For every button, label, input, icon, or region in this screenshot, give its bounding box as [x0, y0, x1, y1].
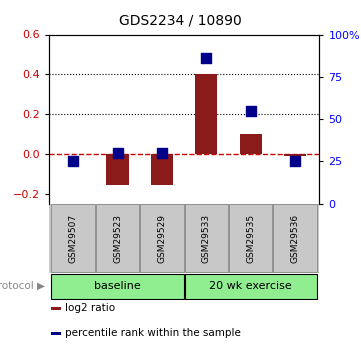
- Text: GSM29535: GSM29535: [246, 214, 255, 263]
- FancyBboxPatch shape: [273, 204, 317, 272]
- Bar: [284, 154, 306, 156]
- Point: [115, 150, 121, 156]
- Text: GSM29529: GSM29529: [157, 214, 166, 263]
- FancyBboxPatch shape: [229, 204, 273, 272]
- Bar: [106, 154, 129, 185]
- Point: [292, 159, 298, 164]
- FancyBboxPatch shape: [51, 274, 184, 299]
- FancyBboxPatch shape: [140, 204, 184, 272]
- FancyBboxPatch shape: [184, 204, 228, 272]
- Text: GSM29533: GSM29533: [202, 214, 211, 263]
- Text: 20 wk exercise: 20 wk exercise: [209, 282, 292, 291]
- FancyBboxPatch shape: [51, 204, 95, 272]
- Text: baseline: baseline: [94, 282, 141, 291]
- FancyBboxPatch shape: [96, 204, 139, 272]
- Bar: [52, 307, 61, 310]
- Point: [70, 159, 76, 164]
- Bar: [52, 332, 61, 335]
- Bar: [195, 74, 217, 154]
- Text: log2 ratio: log2 ratio: [65, 304, 115, 313]
- Text: GSM29536: GSM29536: [291, 214, 300, 263]
- Point: [159, 150, 165, 156]
- Text: percentile rank within the sample: percentile rank within the sample: [65, 328, 241, 338]
- Bar: [151, 154, 173, 185]
- Text: GSM29523: GSM29523: [113, 214, 122, 263]
- FancyBboxPatch shape: [184, 274, 317, 299]
- Point: [248, 108, 253, 113]
- Point: [203, 56, 209, 61]
- Text: GSM29507: GSM29507: [69, 214, 78, 263]
- Bar: [240, 134, 262, 154]
- Text: GDS2234 / 10890: GDS2234 / 10890: [119, 14, 242, 28]
- Text: protocol ▶: protocol ▶: [0, 282, 45, 291]
